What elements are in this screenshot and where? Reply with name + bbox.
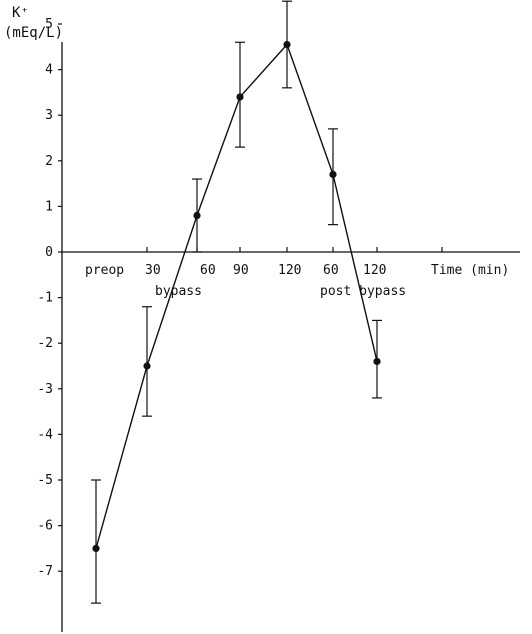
x-tick-label-preop: preop xyxy=(85,263,124,278)
y-tick-label: 3 xyxy=(45,108,53,123)
y-tick-label: -1 xyxy=(37,291,53,306)
x-tick-label-bypass-30: 30 xyxy=(145,263,161,278)
y-tick-label: 0 xyxy=(45,245,53,260)
x-tick-label-bypass-90: 90 xyxy=(233,263,249,278)
x-tick-label-post-120: 120 xyxy=(363,263,386,278)
group-label-post-bypass: post bypass xyxy=(320,284,406,299)
data-point xyxy=(283,40,291,49)
y-axis: 5 4 3 2 1 0 -1 -2 -3 -4 -5 -6 -7 xyxy=(37,17,63,632)
y-tick-label: -7 xyxy=(37,564,53,579)
y-tick-label: -3 xyxy=(37,382,53,397)
y-tick-label: -5 xyxy=(37,473,53,488)
y-tick-label: -6 xyxy=(37,519,53,534)
data-point xyxy=(236,93,244,101)
y-tick-label: 1 xyxy=(45,199,53,214)
data-point xyxy=(92,544,100,553)
y-axis-title: K⁺ (mEq/L) xyxy=(4,5,63,41)
data-point xyxy=(193,211,201,220)
group-label-bypass: bypass xyxy=(155,284,202,299)
x-tick-label-bypass-120: 120 xyxy=(278,263,301,278)
x-tick-label-post-60: 60 xyxy=(323,263,339,278)
y-axis-title-ion: K⁺ xyxy=(12,5,29,21)
plot-area xyxy=(91,0,382,604)
y-axis-title-unit: (mEq/L) xyxy=(4,25,63,41)
y-tick-label: 5 xyxy=(45,17,53,32)
data-point xyxy=(143,362,151,370)
data-point xyxy=(329,170,337,179)
y-tick-label: 2 xyxy=(45,154,53,169)
data-point xyxy=(373,357,381,366)
y-tick-label: -2 xyxy=(37,336,53,351)
x-axis-title: Time (min) xyxy=(431,263,509,278)
x-axis: preop 30 60 90 120 60 120 Time (min) byp… xyxy=(62,247,520,299)
y-tick-label: 4 xyxy=(45,63,53,78)
x-tick-label-bypass-60: 60 xyxy=(200,263,216,278)
y-tick-label: -4 xyxy=(37,427,53,442)
